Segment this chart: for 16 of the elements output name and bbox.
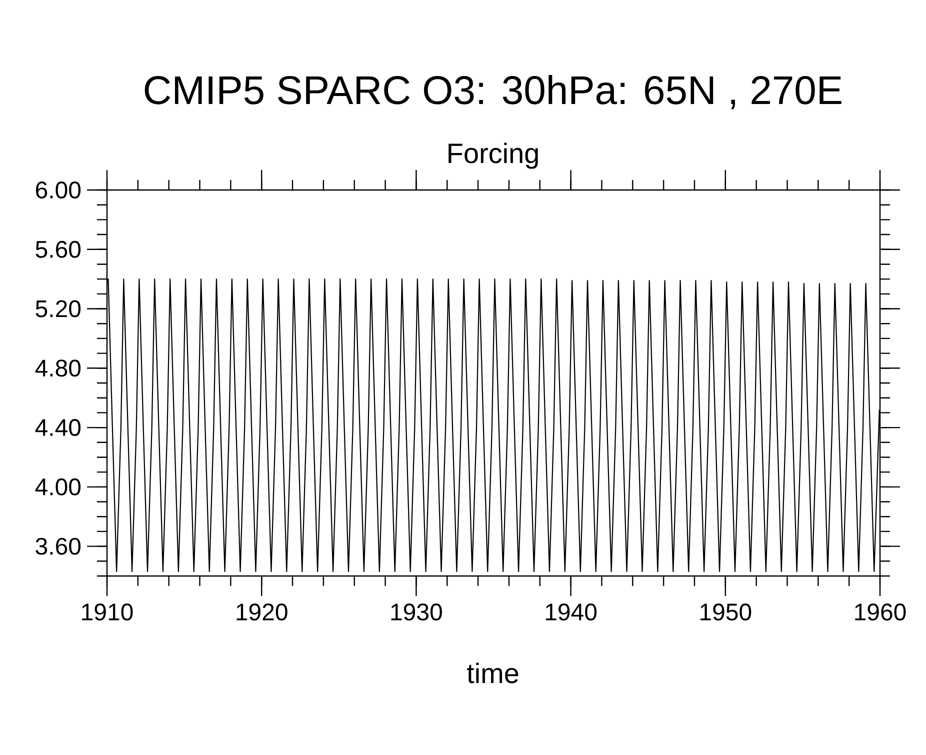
x-tick-label: 1960 [855,604,906,621]
x-tick-label: 1940 [546,604,597,621]
x-tick-label: 1930 [391,604,442,621]
chart-subtitle: Forcing [448,142,538,169]
x-tick-label: 1920 [236,604,288,621]
y-tick-label: 4.80 [35,360,81,377]
x-tick-label: 1910 [82,604,133,621]
y-tick-label: 4.40 [35,419,81,436]
x-axis-title: time [466,662,518,684]
chart-title: CMIP5 SPARC O3: 30hPa: 65N , 270E [144,75,842,110]
y-tick-label: 4.00 [35,478,81,496]
y-tick-label: 5.20 [36,300,81,318]
x-tick-label: 1950 [700,604,752,621]
y-tick-label: 5.60 [36,240,81,258]
y-tick-label: 3.60 [36,538,81,555]
y-tick-label: 6.00 [36,182,81,198]
